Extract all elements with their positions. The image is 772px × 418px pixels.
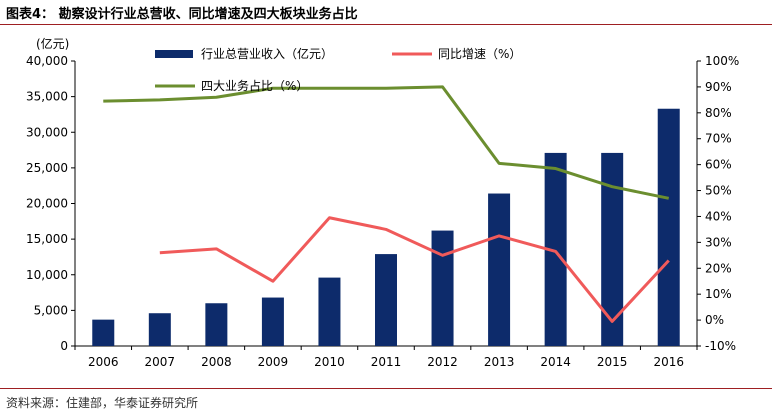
right-axis-tick-label: 90%	[705, 80, 732, 94]
x-axis-tick-label: 2016	[653, 355, 684, 369]
figure-source: 资料来源：住建部，华泰证券研究所	[6, 396, 199, 410]
source-divider	[0, 388, 772, 389]
left-axis-tick-label: 0	[60, 339, 68, 353]
revenue-bar	[544, 152, 567, 346]
x-axis-tick-label: 2012	[427, 355, 458, 369]
left-axis-tick-label: 30,000	[26, 125, 68, 139]
figure-header: 图表4： 勘察设计行业总营收、同比增速及四大板块业务占比	[0, 0, 772, 24]
left-axis-tick-label: 5,000	[34, 303, 68, 317]
right-axis-tick-label: 0%	[705, 313, 724, 327]
x-axis-tick-label: 2006	[88, 355, 119, 369]
revenue-bar	[431, 230, 454, 346]
right-axis-tick-label: 50%	[705, 184, 732, 198]
x-axis-tick-label: 2007	[145, 355, 176, 369]
revenue-bar	[318, 277, 341, 346]
x-axis-tick-label: 2013	[484, 355, 515, 369]
left-axis-tick-label: 35,000	[26, 90, 68, 104]
right-axis-tick-label: 30%	[705, 235, 732, 249]
legend-label: 行业总营业收入（亿元）	[201, 46, 333, 61]
right-axis-tick-label: -10%	[705, 339, 736, 353]
left-axis-tick-label: 10,000	[26, 268, 68, 282]
x-axis-tick-label: 2011	[371, 355, 402, 369]
revenue-bar	[205, 303, 228, 346]
left-axis-unit: (亿元)	[36, 36, 69, 51]
x-axis-tick-label: 2009	[258, 355, 289, 369]
x-axis-tick-label: 2008	[201, 355, 232, 369]
right-axis-tick-label: 80%	[705, 106, 732, 120]
left-axis-tick-label: 25,000	[26, 161, 68, 175]
left-axis-tick-label: 20,000	[26, 197, 68, 211]
legend-label: 四大业务占比（%）	[201, 78, 308, 93]
left-axis-tick-label: 15,000	[26, 232, 68, 246]
x-axis-tick-label: 2010	[314, 355, 345, 369]
right-axis-tick-label: 10%	[705, 287, 732, 301]
x-axis-tick-label: 2015	[597, 355, 628, 369]
revenue-bar	[148, 313, 171, 346]
right-axis-tick-label: 100%	[705, 54, 739, 68]
legend-swatch-bar	[155, 50, 193, 58]
revenue-bar	[601, 152, 624, 346]
revenue-bar	[375, 254, 397, 346]
growth-rate-line	[159, 216, 670, 323]
right-axis-tick-label: 70%	[705, 132, 732, 146]
right-axis-tick-label: 20%	[705, 261, 732, 275]
left-axis-tick-label: 40,000	[26, 54, 68, 68]
figure-title: 图表4： 勘察设计行业总营收、同比增速及四大板块业务占比	[6, 7, 358, 22]
right-axis-tick-label: 40%	[705, 209, 732, 223]
legend-label: 同比增速（%）	[438, 47, 521, 61]
revenue-bar	[488, 193, 511, 346]
title-divider	[0, 24, 772, 25]
combo-chart: 0 5,000 10,000 15,000 20,000 25,000 30,000 35,0…	[26, 36, 739, 369]
x-axis-tick-label: 2014	[540, 355, 571, 369]
revenue-bar	[261, 297, 284, 346]
right-axis-tick-label: 60%	[705, 158, 732, 172]
revenue-bar	[92, 319, 115, 346]
revenue-bar	[657, 108, 680, 346]
four-segments-share-line	[103, 85, 670, 200]
